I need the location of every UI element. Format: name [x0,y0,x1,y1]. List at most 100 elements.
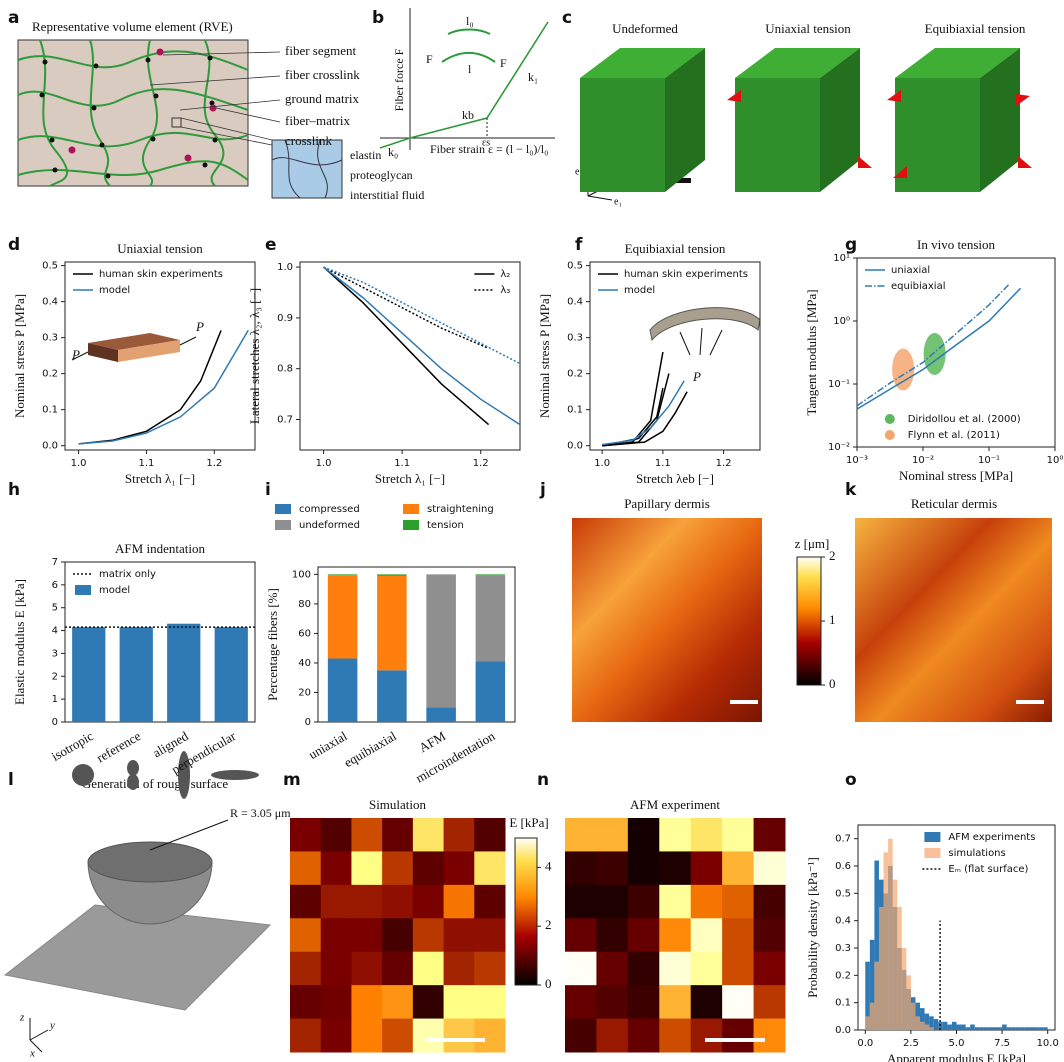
heat-cell [722,985,754,1019]
heat-cell [691,985,723,1019]
heat-cell [413,1019,444,1053]
heat-cell [413,818,444,852]
legend-label: human skin experiments [99,269,223,280]
heat-cell [382,851,413,885]
hist-bar [1043,1027,1048,1030]
hist-bar [947,1025,952,1030]
heat-cell [290,985,321,1019]
scale-bar [730,700,758,704]
heat-cell [754,818,786,852]
hist-bar [984,1027,989,1030]
x-tick-label: isotropic [49,728,96,764]
heat-cell [413,985,444,1019]
y-tick-label: 0.3 [567,333,583,344]
hist-bar [1002,1025,1007,1030]
heat-cell [290,952,321,986]
bar [72,627,105,722]
heat-cell [290,885,321,919]
y-axis-label: Elastic modulus E [kPa] [12,579,27,705]
label: kb [462,108,474,122]
hist-bar [1007,1027,1012,1030]
colorbar-tick-label: 4 [545,858,552,873]
cube-face [895,78,980,192]
colorbar-label: z [μm] [795,536,830,551]
cube-face [735,78,820,192]
y-tick-label: 1.0 [277,262,293,273]
y-tick-label: 0.8 [277,364,293,375]
heat-cell [722,818,754,852]
heat-cell [691,918,723,952]
scale-bar [1016,700,1044,704]
label: elastin [350,148,381,162]
decor-path [650,308,760,340]
heat-cell [474,952,505,986]
heat-cell [290,918,321,952]
load-arrow [1016,94,1030,106]
heat-cell [474,851,505,885]
label: interstitial fluid [350,188,424,202]
y-tick-label: 5 [52,603,58,614]
hist-bar [979,1027,984,1030]
y-tick-label: 0.0 [567,441,583,452]
bar-segment [426,707,456,722]
hist-bar [1029,1027,1034,1030]
annotation: P [195,319,204,334]
heat-cell [565,885,597,919]
label: z [19,1012,25,1024]
heat-cell [382,1019,413,1053]
hist-bar [888,839,893,1030]
y-axis-label: Lateral stretches λ₂, λ₃ [−] [247,288,262,424]
y-axis-label: Nominal stress P [MPa] [12,294,27,418]
heat-cell [659,851,691,885]
label: crosslink [285,133,332,148]
hist-bar [993,1027,998,1030]
legend-label: λ₃ [500,285,510,296]
y-axis-label: Nominal stress P [MPa] [537,294,552,418]
heat-cell [413,952,444,986]
radius-line [150,820,228,850]
legend-swatch [275,504,291,514]
decor-circle [53,168,58,173]
heat-cell [754,952,786,986]
heat-cell [321,851,352,885]
heat-cell [659,1019,691,1053]
y-tick-label: 0.9 [277,313,293,324]
heat-cell [351,818,382,852]
heat-cell [691,818,723,852]
decor-circle [203,163,208,168]
label: εs [482,137,490,148]
heat-cell [351,1019,382,1053]
heat-cell [413,851,444,885]
decor-circle [208,56,213,61]
decor-circle [100,143,105,148]
y-tick-label: 0.4 [42,297,58,308]
y-tick-label: 10⁰ [833,316,850,327]
heat-cell [628,952,660,986]
panel-letter: h [8,480,20,500]
heat-cell [351,918,382,952]
legend-swatch [885,430,895,440]
bar-segment [377,576,407,670]
legend-swatch [403,520,419,530]
rve-box [18,40,248,186]
legend-swatch [75,585,91,595]
bar-segment [426,574,456,707]
hist-bar [865,1016,870,1030]
heat-cell [628,985,660,1019]
heat-cell [444,885,475,919]
decor-circle [157,49,164,56]
panel-letter: b [372,8,384,28]
label: Uniaxial tension [765,21,851,36]
label: proteoglycan [350,168,413,182]
legend-label: compressed [299,504,360,515]
bar-segment [377,574,407,575]
afm-image [572,518,762,722]
y-tick-label: 1 [52,694,58,705]
panel-letter: f [575,235,583,255]
heat-cell [628,885,660,919]
hist-bar [970,1025,975,1030]
legend-label: matrix only [99,569,156,580]
label: F [500,56,507,70]
y-tick-label: 0.1 [42,405,58,416]
decor-line [30,1030,48,1040]
